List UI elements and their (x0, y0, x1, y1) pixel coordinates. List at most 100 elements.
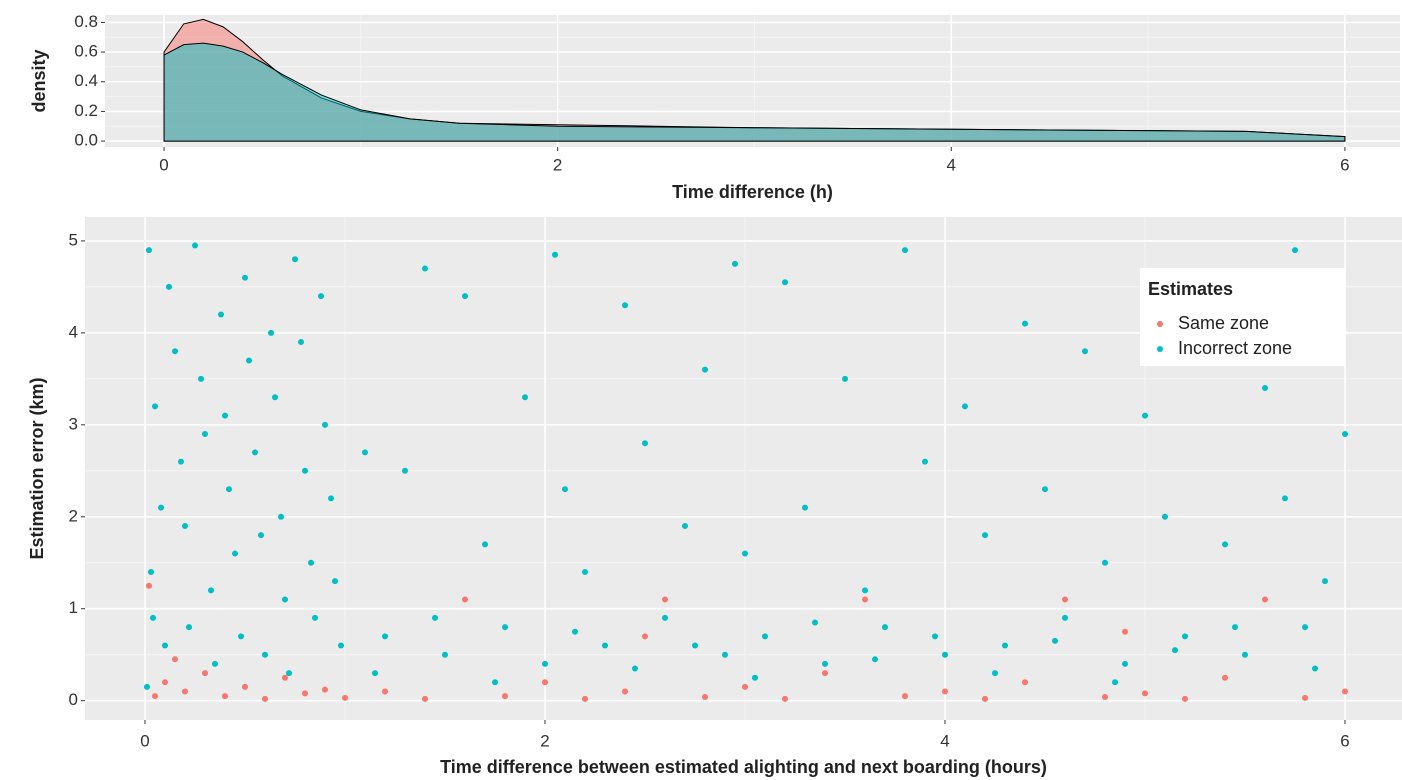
point (1142, 412, 1148, 419)
y-tick-label: 0.6 (74, 42, 98, 61)
point (302, 690, 308, 697)
x-axis-title: Time difference between estimated alight… (440, 757, 1047, 777)
point (222, 412, 228, 419)
point (182, 522, 188, 529)
point (1122, 628, 1128, 635)
point (362, 449, 368, 456)
point (268, 329, 274, 336)
point (662, 596, 668, 603)
point (286, 670, 292, 677)
y-tick-label: 2 (69, 506, 78, 525)
point (992, 670, 998, 677)
point (146, 247, 152, 254)
point (1342, 688, 1348, 695)
y-tick-label: 0.8 (74, 12, 98, 31)
y-axis-title: Estimation error (km) (27, 377, 47, 559)
point (312, 614, 318, 621)
point (562, 486, 568, 493)
point (238, 633, 244, 640)
y-tick-label: 1 (69, 598, 78, 617)
point (1262, 596, 1268, 603)
point (622, 302, 628, 309)
point (942, 688, 948, 695)
point (842, 375, 848, 382)
point (198, 375, 204, 382)
point (822, 660, 828, 667)
x-tick-label: 4 (940, 731, 949, 750)
point (1162, 513, 1168, 520)
point (602, 642, 608, 649)
point (148, 568, 154, 575)
x-tick-label: 4 (947, 155, 956, 174)
legend-label: Incorrect zone (1178, 338, 1292, 358)
point (642, 633, 648, 640)
point (172, 348, 178, 355)
point (342, 694, 348, 701)
point (502, 693, 508, 700)
point (1282, 495, 1288, 502)
point (812, 619, 818, 626)
point (262, 651, 268, 658)
point (172, 656, 178, 663)
point (622, 688, 628, 695)
point (162, 642, 168, 649)
point (226, 486, 232, 493)
point (902, 247, 908, 254)
point (1222, 674, 1228, 681)
legend-title: Estimates (1148, 279, 1233, 299)
y-tick-label: 0.2 (74, 101, 98, 120)
point (542, 660, 548, 667)
point (942, 651, 948, 658)
point (1052, 637, 1058, 644)
point (1102, 694, 1108, 701)
point (582, 695, 588, 702)
point (962, 403, 968, 410)
point (542, 679, 548, 686)
point (872, 656, 878, 663)
point (1062, 596, 1068, 603)
point (232, 550, 238, 557)
point (522, 394, 528, 401)
point (322, 421, 328, 428)
point (178, 458, 184, 465)
point (202, 670, 208, 677)
point (282, 674, 288, 681)
point (802, 504, 808, 511)
point (1222, 541, 1228, 548)
y-tick-label: 4 (69, 322, 78, 341)
point (150, 614, 156, 621)
point (1102, 559, 1108, 566)
point (272, 394, 278, 401)
x-tick-label: 2 (553, 155, 562, 174)
x-axis-title: Time difference (h) (672, 182, 833, 202)
point (258, 532, 264, 539)
point (1112, 679, 1118, 686)
point (1322, 578, 1328, 585)
point (422, 265, 428, 272)
point (882, 624, 888, 631)
point (402, 467, 408, 474)
point (742, 550, 748, 557)
legend-box (1140, 268, 1345, 366)
point (382, 688, 388, 695)
point (302, 467, 308, 474)
point (218, 311, 224, 318)
point (1042, 486, 1048, 493)
point (922, 458, 928, 465)
point (1122, 660, 1128, 667)
x-tick-label: 0 (140, 731, 149, 750)
point (632, 665, 638, 672)
point (1022, 320, 1028, 327)
point (552, 251, 558, 258)
point (242, 683, 248, 690)
point (1182, 633, 1188, 640)
point (1292, 247, 1298, 254)
point (332, 578, 338, 585)
point (862, 596, 868, 603)
point (162, 679, 168, 686)
point (246, 357, 252, 364)
point (822, 670, 828, 677)
point (1172, 647, 1178, 654)
point (462, 596, 468, 603)
point (422, 695, 428, 702)
